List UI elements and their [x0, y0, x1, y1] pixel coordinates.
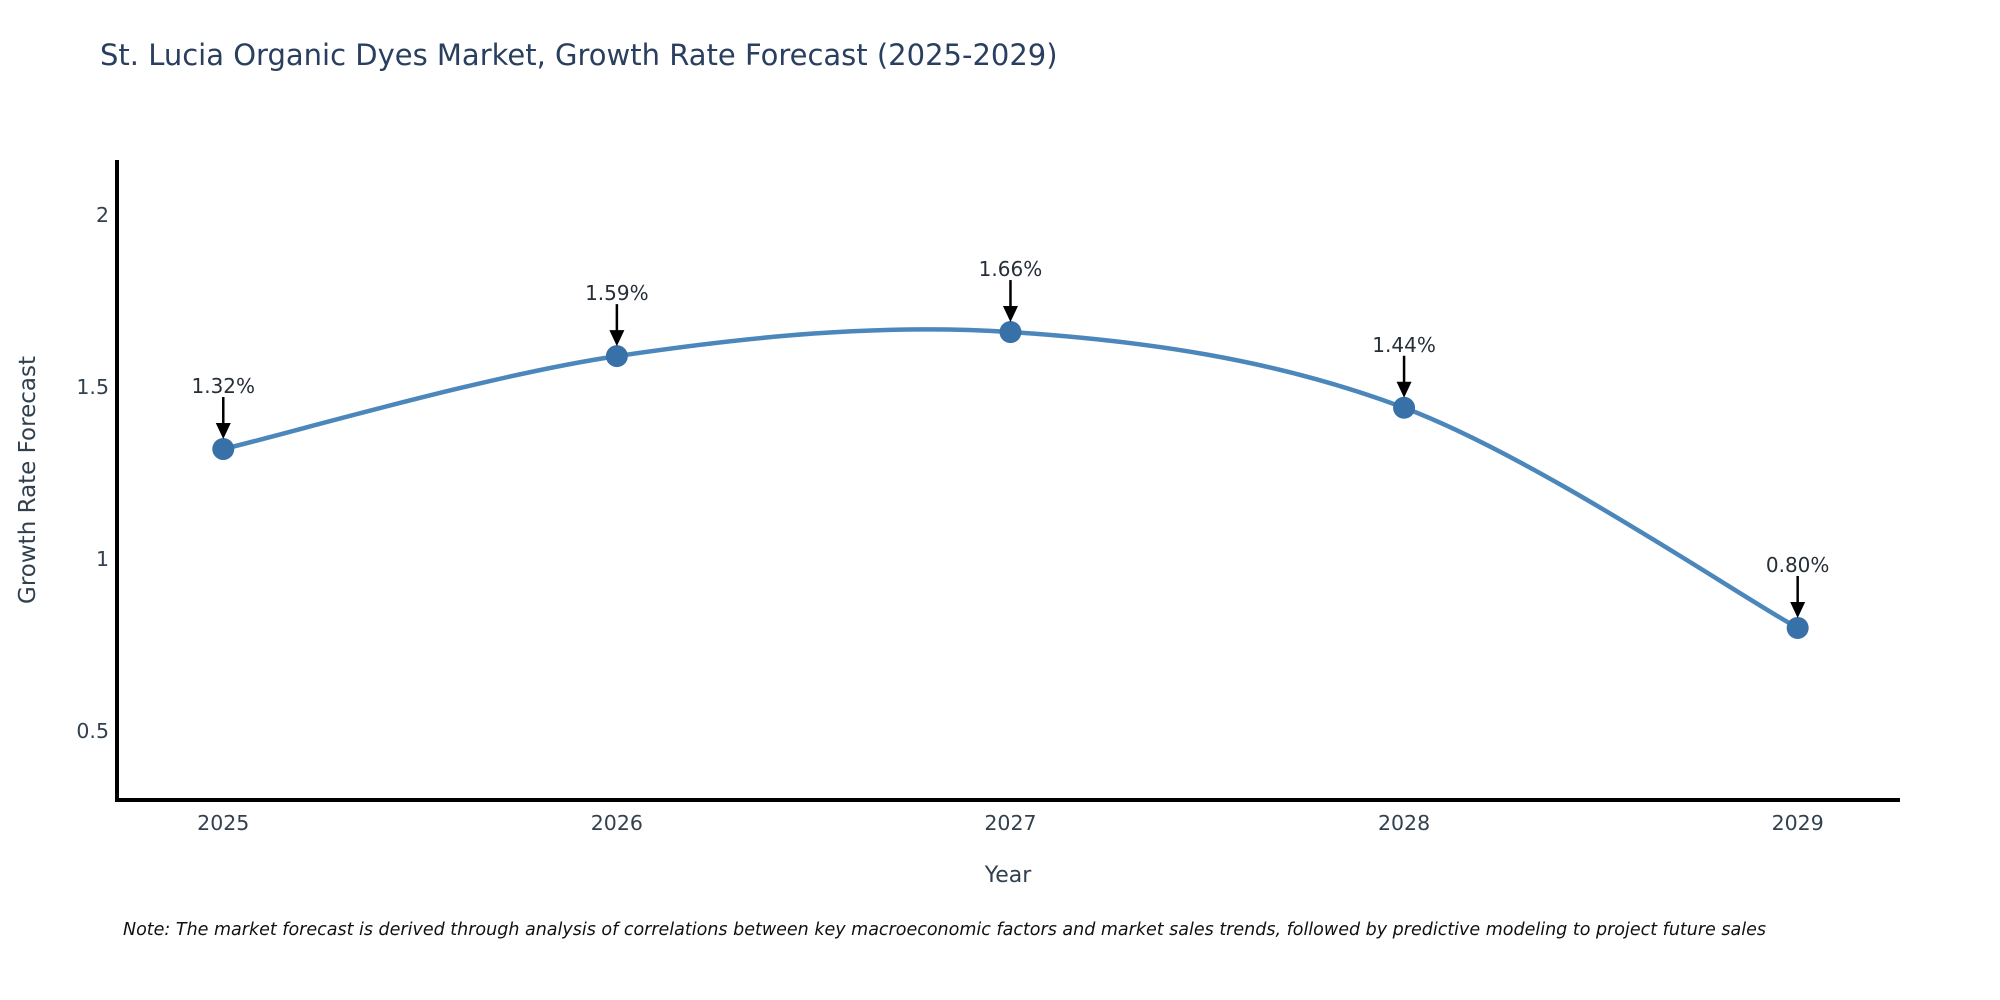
y-tick-label-0.5: 0.5	[76, 719, 109, 744]
point-annotation-2028: 1.44%	[1372, 332, 1436, 357]
x-tick-label-2028: 2028	[1377, 811, 1431, 835]
data-point-2025	[212, 438, 235, 461]
data-point-2028	[1393, 396, 1416, 419]
forecast-line	[222, 327, 1799, 630]
y-tick-label-1.5: 1.5	[76, 375, 109, 400]
data-point-2027	[999, 321, 1022, 344]
x-tick-label-2025: 2025	[197, 811, 250, 835]
annotation-arrow-head	[1396, 381, 1412, 398]
annotation-arrow-head	[215, 423, 231, 440]
annotation-arrow-head	[609, 330, 625, 347]
point-annotation-2026: 1.59%	[585, 281, 649, 306]
data-point-2029	[1786, 616, 1809, 639]
footnote-text: Note: The market forecast is derived thr…	[123, 920, 1766, 940]
x-tick-label-2027: 2027	[984, 811, 1037, 835]
annotation-arrow-head	[1790, 601, 1806, 618]
x-tick-label-2026: 2026	[590, 811, 643, 835]
y-tick-label-2: 2	[95, 203, 109, 228]
chart-title: St. Lucia Organic Dyes Market, Growth Ra…	[100, 38, 1058, 72]
point-annotation-2027: 1.66%	[978, 257, 1043, 282]
y-tick-label-1: 1	[95, 547, 109, 572]
point-annotation-2029: 0.80%	[1765, 552, 1830, 577]
point-annotation-2025: 1.32%	[191, 374, 256, 399]
x-axis-label: Year	[984, 863, 1032, 888]
data-point-2026	[605, 345, 628, 368]
annotation-arrow-head	[1002, 306, 1018, 323]
x-tick-label-2029: 2029	[1771, 811, 1824, 835]
